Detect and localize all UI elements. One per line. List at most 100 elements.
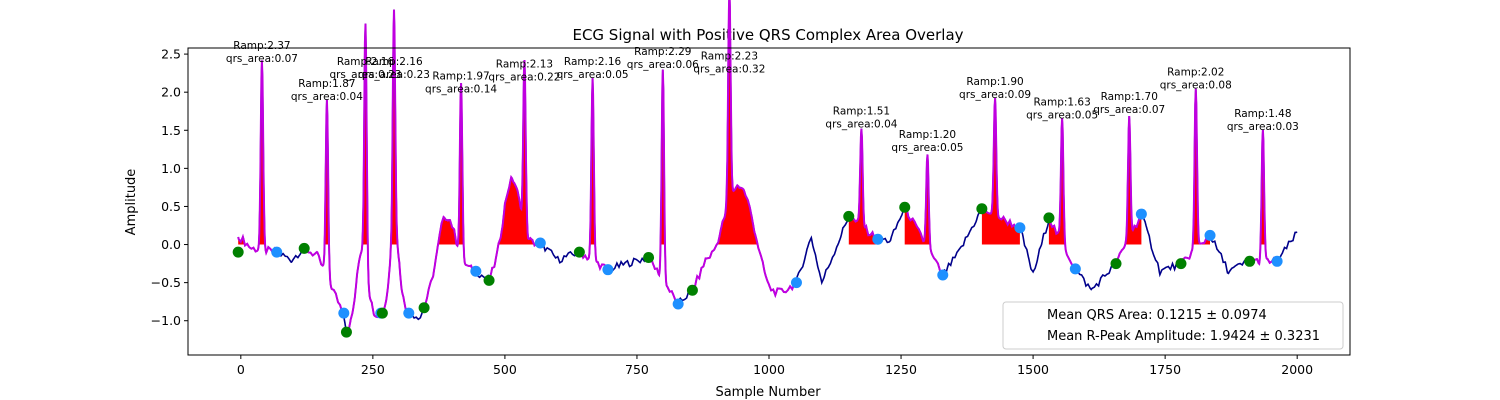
qrs-onset-marker-3	[376, 307, 388, 319]
qrs-area-label-5: qrs_area:0.22	[488, 71, 560, 83]
qrs-segment-4	[423, 83, 477, 309]
y-tick-label-7: 2.5	[161, 47, 181, 62]
r-peak-amplitude-label-1: Ramp:1.87	[298, 78, 355, 90]
r-peak-amplitude-label-13: Ramp:1.70	[1101, 91, 1158, 103]
qrs-area-fill-12	[1048, 118, 1066, 245]
legend-entry-1: Mean R-Peak Amplitude: 1.9424 ± 0.3231	[1047, 329, 1320, 344]
qrs-offset-marker-12	[1069, 263, 1081, 275]
qrs-area-label-0: qrs_area:0.07	[226, 53, 298, 65]
qrs-segment-10	[904, 154, 944, 274]
qrs-onset-marker-5	[483, 274, 495, 286]
qrs-offset-marker-4	[470, 265, 482, 277]
qrs-segment-14	[1180, 88, 1210, 261]
r-peak-amplitude-label-15: Ramp:1.48	[1234, 108, 1291, 120]
qrs-onset-marker-14	[1175, 258, 1187, 270]
qrs-area-label-7: qrs_area:0.06	[627, 59, 699, 71]
x-tick-label-5: 1250	[885, 362, 917, 377]
qrs-onset-marker-7	[643, 251, 655, 263]
y-tick-label-3: 0.5	[161, 199, 181, 214]
r-peak-amplitude-label-0: Ramp:2.37	[233, 40, 290, 52]
qrs-onset-marker-1	[298, 242, 310, 254]
qrs-segment-11	[981, 97, 1021, 232]
r-peak-amplitude-label-5: Ramp:2.13	[496, 58, 553, 70]
r-peak-amplitude-label-8: Ramp:2.23	[701, 51, 758, 63]
qrs-area-label-8: qrs_area:0.32	[693, 64, 765, 76]
qrs-area-label-13: qrs_area:0.07	[1093, 104, 1165, 116]
qrs-area-label-11: qrs_area:0.09	[959, 89, 1031, 101]
qrs-segment-5	[488, 59, 541, 280]
x-tick-label-2: 500	[493, 362, 517, 377]
qrs-segment-3	[381, 9, 410, 316]
y-tick-label-2: 0.0	[161, 237, 181, 252]
qrs-area-label-6: qrs_area:0.05	[557, 69, 629, 81]
qrs-offset-marker-15	[1271, 255, 1283, 267]
qrs-offset-marker-10	[937, 269, 949, 281]
qrs-offset-marker-3	[403, 307, 415, 319]
x-tick-label-0: 0	[237, 362, 245, 377]
qrs-onset-marker-13	[1110, 258, 1122, 270]
qrs-offset-marker-7	[672, 298, 684, 310]
y-axis-label: Amplitude	[124, 169, 139, 236]
qrs-onset-marker-6	[573, 246, 585, 258]
r-peak-amplitude-label-4: Ramp:1.97	[432, 70, 489, 82]
qrs-segment-6	[578, 78, 609, 272]
plot-area	[232, 0, 1298, 338]
r-peak-amplitude-label-11: Ramp:1.90	[966, 76, 1023, 88]
qrs-segment-12	[1048, 118, 1077, 272]
r-peak-amplitude-label-7: Ramp:2.29	[634, 46, 691, 58]
r-peak-amplitude-label-12: Ramp:1.63	[1033, 96, 1090, 108]
qrs-segment-13	[1115, 115, 1143, 265]
qrs-area-label-15: qrs_area:0.03	[1227, 121, 1299, 133]
qrs-onset-marker-15	[1244, 255, 1256, 267]
annotation-layer: Ramp:2.37qrs_area:0.07Ramp:1.87qrs_area:…	[226, 40, 1299, 154]
qrs-segment-1	[303, 99, 345, 317]
y-tick-label-6: 2.0	[161, 85, 181, 100]
r-peak-amplitude-label-14: Ramp:2.02	[1167, 67, 1224, 79]
qrs-area-fill-5	[498, 60, 541, 245]
r-peak-amplitude-label-10: Ramp:1.20	[899, 129, 956, 141]
qrs-offset-marker-1	[338, 307, 350, 319]
qrs-offset-marker-6	[602, 264, 614, 276]
r-peak-amplitude-label-2: Ramp:2.16	[337, 56, 395, 68]
qrs-segment-2	[345, 23, 382, 334]
qrs-area-label-4: qrs_area:0.14	[425, 83, 497, 95]
x-tick-label-7: 1750	[1149, 362, 1181, 377]
qrs-area-fill-10	[904, 154, 931, 245]
qrs-area-label-10: qrs_area:0.05	[891, 142, 963, 154]
y-tick-label-4: 1.0	[161, 161, 181, 176]
qrs-area-label-2: qrs_area:0.23	[329, 69, 401, 81]
qrs-onset-marker-12	[1043, 212, 1055, 224]
r-peak-amplitude-label-9: Ramp:1.51	[833, 106, 890, 118]
legend-box	[1002, 301, 1344, 350]
x-tick-label-1: 250	[361, 362, 385, 377]
qrs-onset-marker-4	[418, 302, 430, 314]
x-tick-label-6: 1500	[1017, 362, 1049, 377]
r-peak-amplitude-label-6: Ramp:2.16	[564, 56, 622, 68]
y-tick-label-0: −1.0	[151, 313, 181, 328]
qrs-segment-8	[691, 0, 798, 299]
qrs-offset-marker-5	[534, 237, 546, 249]
qrs-onset-marker-10	[899, 201, 911, 213]
qrs-area-label-3: qrs_area:0.23	[358, 69, 430, 81]
x-tick-label-4: 1000	[753, 362, 785, 377]
chart-title: ECG Signal with Positive QRS Complex Are…	[572, 26, 963, 44]
qrs-area-label-14: qrs_area:0.08	[1160, 80, 1232, 92]
x-axis-label: Sample Number	[715, 385, 821, 400]
qrs-area-label-12: qrs_area:0.05	[1026, 109, 1098, 121]
qrs-onset-marker-2	[340, 326, 352, 338]
qrs-area-label-9: qrs_area:0.04	[825, 119, 897, 131]
qrs-offset-marker-13	[1135, 208, 1147, 220]
legend: Mean QRS Area: 0.1215 ± 0.0974 Mean R-Pea…	[1002, 301, 1344, 350]
y-tick-label-1: −0.5	[151, 275, 181, 290]
qrs-onset-marker-8	[686, 284, 698, 296]
qrs-onset-marker-0	[232, 246, 244, 258]
qrs-onset-marker-9	[843, 210, 855, 222]
qrs-area-fill-11	[981, 98, 1020, 245]
legend-entry-0: Mean QRS Area: 0.1215 ± 0.0974	[1047, 308, 1267, 323]
qrs-onset-marker-11	[976, 203, 988, 215]
x-tick-label-8: 2000	[1281, 362, 1313, 377]
r-peak-amplitude-label-3: Ramp:2.16	[365, 56, 423, 68]
qrs-area-label-1: qrs_area:0.04	[291, 91, 363, 103]
axes: 0 250 500 750 1000 1250 1500 1750 2000 −1.0 −0.5 0.…	[151, 47, 1351, 377]
